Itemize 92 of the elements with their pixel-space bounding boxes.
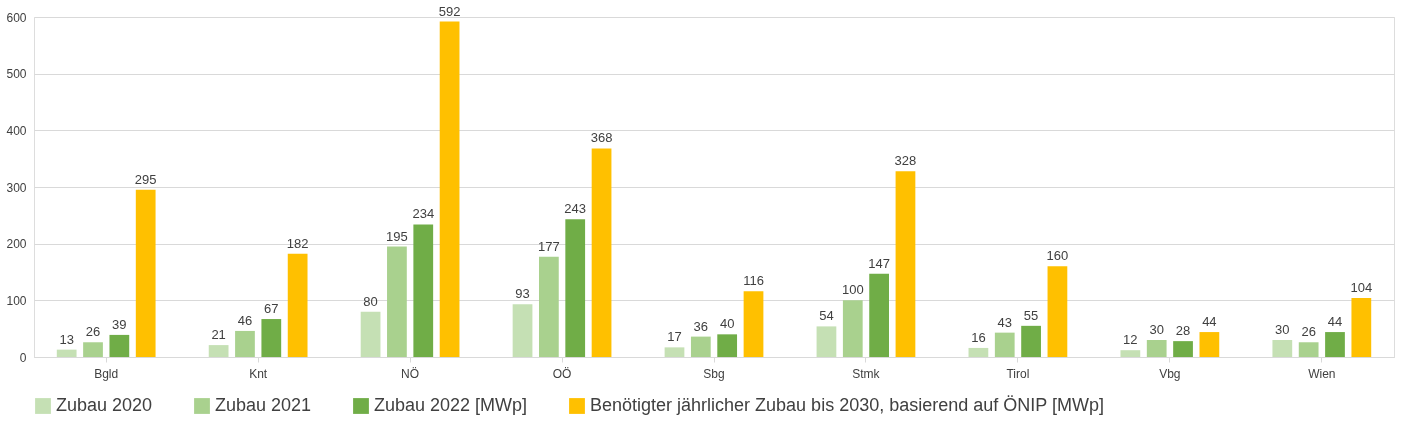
x-tick-label: Bgld — [94, 366, 119, 381]
data-label: 55 — [1023, 307, 1039, 323]
y-tick-label: 400 — [6, 123, 27, 138]
data-label: 28 — [1175, 323, 1191, 339]
bar — [842, 300, 863, 357]
data-label: 17 — [667, 329, 682, 345]
bar — [360, 311, 381, 357]
x-tick-label: Wien — [1308, 366, 1336, 381]
data-label: 243 — [564, 201, 587, 217]
data-label: 328 — [894, 153, 917, 169]
bar — [895, 171, 916, 357]
bar — [261, 319, 282, 357]
bar — [1120, 350, 1141, 357]
data-label: 36 — [693, 318, 709, 334]
data-label: 116 — [743, 273, 764, 289]
bar — [512, 304, 533, 357]
bar — [968, 347, 989, 357]
bar — [439, 21, 460, 357]
data-label: 44 — [1327, 314, 1343, 330]
y-tick-label: 300 — [6, 180, 27, 195]
bar — [591, 148, 612, 357]
bar — [287, 253, 308, 357]
x-tick-label: Vbg — [1159, 366, 1181, 381]
bar — [1298, 342, 1319, 357]
x-tick-label: OÖ — [552, 366, 572, 381]
data-label: 21 — [211, 327, 226, 343]
y-tick-label: 100 — [6, 293, 27, 308]
data-label: 177 — [538, 238, 560, 254]
x-tick-label: NÖ — [401, 366, 420, 381]
data-label: 44 — [1202, 314, 1217, 330]
data-label: 592 — [438, 3, 461, 19]
data-label: 54 — [819, 308, 834, 324]
bar — [743, 291, 764, 357]
bar — [539, 256, 559, 357]
bar — [1146, 340, 1167, 357]
data-label: 46 — [237, 312, 253, 328]
data-label: 16 — [971, 329, 986, 345]
bar — [1047, 266, 1068, 357]
bar — [690, 336, 711, 357]
data-label: 43 — [997, 314, 1012, 330]
data-label: 40 — [719, 316, 735, 332]
data-label: 368 — [590, 130, 613, 146]
data-label: 30 — [1149, 322, 1164, 337]
bar — [1021, 325, 1041, 357]
data-label: 13 — [59, 331, 74, 347]
bar — [413, 224, 434, 357]
x-tick-label: Knt — [249, 366, 268, 381]
legend-label: Zubau 2020 — [56, 395, 153, 415]
bar — [1173, 341, 1193, 357]
x-tick-label: Tirol — [1006, 366, 1030, 381]
y-tick-label: 0 — [19, 350, 27, 365]
data-label: 234 — [412, 206, 435, 222]
y-tick-label: 500 — [6, 67, 27, 82]
data-label: 93 — [515, 286, 530, 302]
bar — [387, 246, 407, 357]
bar — [717, 334, 738, 357]
bar — [869, 273, 889, 357]
bar — [83, 342, 103, 357]
data-label: 12 — [1123, 332, 1138, 348]
data-label: 147 — [868, 255, 890, 271]
data-label: 195 — [386, 228, 408, 244]
bar — [208, 345, 229, 357]
y-tick-label: 200 — [6, 237, 27, 252]
legend-label: Zubau 2022 [MWp] — [374, 395, 528, 415]
data-label: 80 — [363, 293, 378, 309]
bar — [565, 219, 586, 357]
bar — [56, 349, 77, 357]
data-label: 100 — [841, 282, 864, 298]
bar — [664, 347, 685, 357]
legend-label: Benötigter jährlicher Zubau bis 2030, basierend auf ÖNIP [MWp] — [590, 395, 1104, 415]
x-tick-label: Sbg — [703, 366, 725, 381]
bar — [109, 334, 130, 357]
legend-label: Zubau 2021 — [215, 395, 312, 415]
bar — [1351, 298, 1372, 357]
y-tick-label: 600 — [6, 10, 27, 25]
bar — [235, 330, 255, 357]
data-label: 30 — [1275, 322, 1290, 337]
x-tick-label: Stmk — [852, 366, 881, 381]
data-label: 182 — [286, 235, 309, 251]
data-label: 67 — [264, 301, 279, 317]
data-label: 26 — [85, 324, 101, 340]
bar — [1199, 332, 1220, 357]
data-label: 39 — [112, 316, 127, 332]
data-label: 104 — [1350, 280, 1373, 296]
bar — [135, 189, 156, 357]
bar — [1325, 332, 1345, 357]
bar — [816, 326, 837, 357]
data-label: 295 — [134, 171, 157, 187]
data-label: 26 — [1301, 324, 1316, 340]
data-label: 160 — [1046, 248, 1069, 264]
bar — [994, 332, 1015, 357]
bar — [1272, 340, 1293, 357]
